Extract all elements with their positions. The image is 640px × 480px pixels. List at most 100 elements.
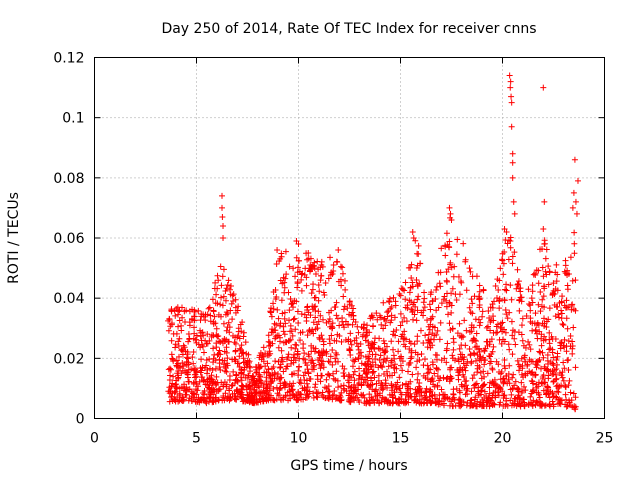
data-point [530, 271, 537, 278]
tick-labels: 0 5 10 15 20 25 0 0.02 0.04 0.06 0.08 0.1 0.12 [53, 51, 613, 447]
data-point [400, 341, 407, 348]
y-tick-label: 0.06 [53, 231, 84, 247]
data-point [393, 365, 400, 372]
data-point [502, 306, 509, 313]
data-point [533, 381, 540, 388]
data-point [541, 283, 548, 290]
data-point [501, 297, 508, 304]
data-point [569, 345, 576, 352]
data-point [326, 389, 333, 396]
data-point [231, 395, 238, 402]
data-point [541, 241, 548, 248]
data-point [486, 360, 493, 367]
data-point [226, 324, 233, 331]
data-point [219, 213, 226, 220]
data-point [445, 243, 452, 250]
data-point [223, 309, 230, 316]
data-point [172, 344, 179, 351]
data-point [509, 351, 516, 358]
data-point [550, 280, 557, 287]
data-point [226, 329, 233, 336]
x-tick-label: 15 [392, 431, 410, 447]
data-point [332, 377, 339, 384]
data-point [191, 371, 198, 378]
data-point [510, 371, 517, 378]
data-point [539, 320, 546, 327]
data-point [549, 398, 556, 405]
data-point [468, 388, 475, 395]
data-point [334, 331, 341, 338]
data-point [214, 272, 221, 279]
data-point [375, 345, 382, 352]
data-point [295, 363, 302, 370]
data-point [479, 313, 486, 320]
data-point [170, 358, 177, 365]
x-tick-label: 10 [290, 431, 308, 447]
data-point [406, 394, 413, 401]
data-point [349, 363, 356, 370]
data-point [176, 307, 183, 314]
data-point [348, 394, 355, 401]
data-point [215, 387, 222, 394]
data-point [401, 287, 408, 294]
data-point [213, 325, 220, 332]
data-point [229, 391, 236, 397]
data-point [213, 373, 220, 380]
data-point [204, 340, 211, 347]
data-point [283, 339, 290, 346]
data-point [511, 335, 518, 342]
data-point [381, 340, 388, 347]
data-point [437, 375, 444, 382]
data-point [312, 271, 319, 278]
data-point [569, 350, 576, 357]
data-point [414, 370, 421, 377]
data-point [233, 371, 240, 378]
data-point [242, 374, 249, 381]
data-point [491, 376, 498, 383]
data-point [528, 377, 535, 384]
data-point [446, 376, 453, 383]
data-point [495, 361, 502, 368]
data-point [348, 341, 355, 348]
data-point [462, 378, 469, 385]
data-point [483, 338, 490, 345]
data-point [402, 296, 409, 303]
data-point [304, 332, 311, 339]
data-point [287, 296, 294, 303]
data-point [572, 364, 579, 371]
data-point [414, 338, 421, 345]
data-point [458, 334, 465, 341]
data-point [350, 312, 357, 319]
data-point [204, 370, 211, 377]
data-point [529, 403, 536, 410]
data-point [359, 392, 366, 399]
data-point [217, 301, 224, 308]
data-point [496, 401, 503, 408]
data-point [351, 368, 358, 375]
data-point [499, 319, 506, 326]
data-point [377, 352, 384, 359]
data-point [415, 386, 422, 393]
data-point [546, 340, 553, 347]
data-point [295, 264, 302, 271]
data-point [427, 388, 434, 395]
data-point [272, 358, 279, 365]
data-point [431, 332, 438, 339]
data-point [266, 348, 273, 355]
data-point [552, 335, 559, 342]
data-point [441, 355, 448, 362]
data-point [407, 264, 414, 271]
data-point [555, 389, 562, 396]
data-point [308, 328, 315, 335]
data-point [447, 364, 454, 371]
data-point [549, 390, 556, 397]
data-point [533, 398, 540, 405]
data-point [469, 300, 476, 307]
data-point [466, 304, 473, 311]
data-point [388, 382, 395, 389]
data-point [501, 378, 508, 385]
data-point [529, 369, 536, 376]
data-point [446, 238, 453, 245]
data-point [306, 375, 313, 382]
data-point [265, 396, 272, 403]
